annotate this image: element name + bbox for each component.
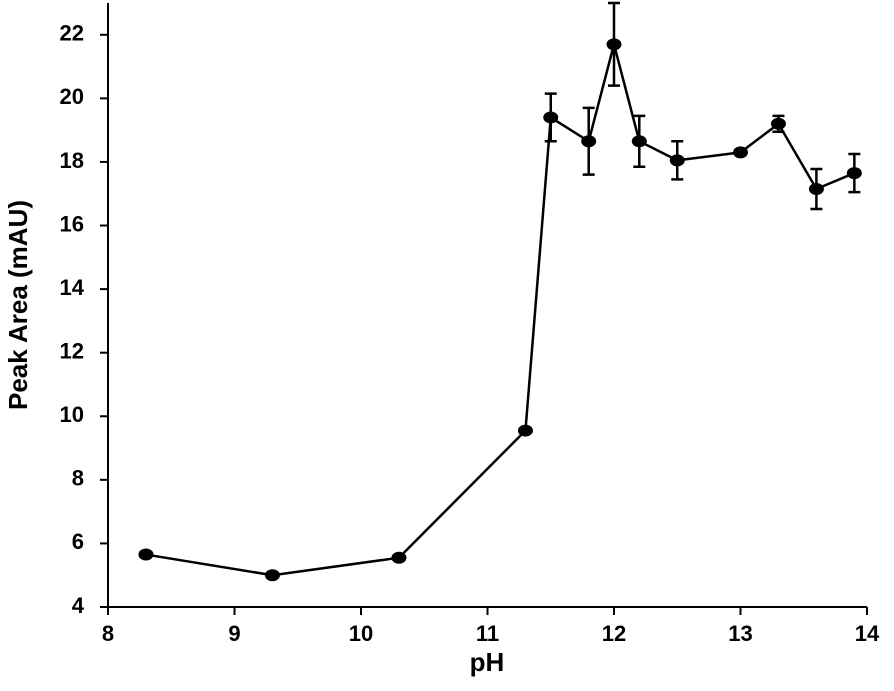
y-tick-label: 16 [60,211,84,236]
data-point [391,551,407,564]
y-tick-label: 14 [60,275,85,300]
data-point [138,548,154,561]
data-point [669,154,685,167]
data-point [517,424,533,437]
data-point [846,167,862,180]
x-tick-label: 9 [228,621,240,646]
y-tick-label: 10 [60,402,84,427]
y-tick-label: 8 [72,466,84,491]
x-tick-label: 14 [855,621,880,646]
x-tick-label: 12 [602,621,626,646]
data-point [543,111,559,124]
y-tick-label: 12 [60,338,84,363]
x-tick-label: 11 [476,621,499,646]
y-tick-label: 20 [60,84,84,109]
x-tick-label: 10 [349,621,373,646]
data-point [581,135,597,148]
y-axis-title: Peak Area (mAU) [3,200,33,410]
data-point [264,569,280,582]
data-point [631,135,647,148]
x-tick-label: 13 [728,621,752,646]
y-tick-label: 6 [72,529,84,554]
data-point [770,117,786,130]
x-tick-label: 8 [102,621,114,646]
data-point [606,38,622,51]
y-tick-label: 18 [60,148,84,173]
data-point [808,182,824,195]
y-tick-label: 4 [72,593,85,618]
x-axis-title: pH [470,647,505,677]
y-tick-label: 22 [60,21,84,46]
data-line [145,39,855,577]
data-point [733,146,748,159]
